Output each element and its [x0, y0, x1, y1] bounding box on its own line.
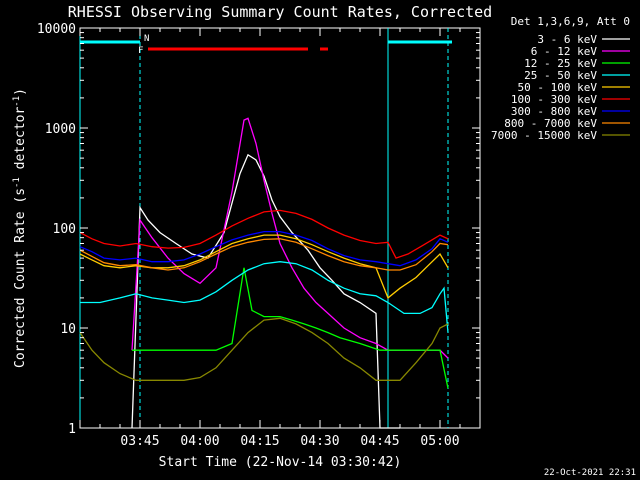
- chart-title: RHESSI Observing Summary Count Rates, Co…: [68, 3, 492, 21]
- legend-entry-label: 25 - 50 keV: [524, 69, 597, 82]
- series-line: [79, 234, 449, 299]
- y-axis: 1 10 100 1000 10000: [37, 22, 480, 437]
- legend-entry-label: 100 - 300 keV: [511, 93, 597, 106]
- y-axis-label-tail: detector: [13, 107, 28, 178]
- series-line: [79, 209, 449, 259]
- y-tick-label: 1000: [45, 122, 76, 137]
- legend-title: Det 1,3,6,9, Att 0: [511, 15, 630, 28]
- series-lines: [79, 117, 449, 429]
- status-bar-label: N: [144, 34, 149, 44]
- legend-entry-label: 3 - 6 keV: [537, 33, 597, 46]
- y-axis-label-main: Corrected Count Rate (s: [13, 188, 28, 368]
- legend-entry-label: 6 - 12 keV: [531, 45, 598, 58]
- x-tick-label: 04:15: [240, 434, 279, 449]
- y-tick-label: 10: [60, 322, 76, 337]
- legend-entry-label: 50 - 100 keV: [518, 81, 598, 94]
- series-line: [131, 153, 400, 429]
- y-tick-label: 100: [53, 222, 76, 237]
- footer-timestamp: 22-Oct-2021 22:31: [544, 468, 636, 478]
- x-tick-label: 04:00: [180, 434, 219, 449]
- x-tick-label: 05:00: [420, 434, 459, 449]
- series-line: [80, 261, 449, 333]
- series-line: [79, 230, 449, 267]
- x-axis: 03:45 04:00 04:15 04:30 04:45 05:00: [79, 28, 481, 449]
- y-axis-label-sup2: -1: [12, 96, 22, 107]
- x-tick-label: 03:45: [120, 434, 159, 449]
- y-tick-label: 10000: [37, 22, 76, 37]
- legend-entry-label: 800 - 7000 keV: [504, 117, 597, 130]
- series-line: [132, 267, 449, 389]
- y-tick-label: 1: [68, 422, 76, 437]
- y-axis-label-sup: -1: [12, 177, 22, 188]
- status-bars: NF: [80, 34, 452, 56]
- legend-entry-label: 300 - 800 keV: [511, 105, 597, 118]
- vertical-lines: [79, 28, 449, 428]
- y-axis-label: Corrected Count Rate (s-1 detector-1): [12, 88, 28, 368]
- x-tick-label: 04:45: [360, 434, 399, 449]
- series-line: [131, 117, 449, 359]
- y-axis-label-close: ): [13, 88, 28, 96]
- x-tick-label: 04:30: [300, 434, 339, 449]
- series-line: [79, 238, 449, 271]
- legend-entry-label: 7000 - 15000 keV: [491, 129, 597, 142]
- x-axis-label: Start Time (22-Nov-14 03:30:42): [159, 455, 402, 470]
- status-bar-label: F: [138, 46, 143, 56]
- series-line: [79, 317, 449, 381]
- legend-entry-label: 12 - 25 keV: [524, 57, 597, 70]
